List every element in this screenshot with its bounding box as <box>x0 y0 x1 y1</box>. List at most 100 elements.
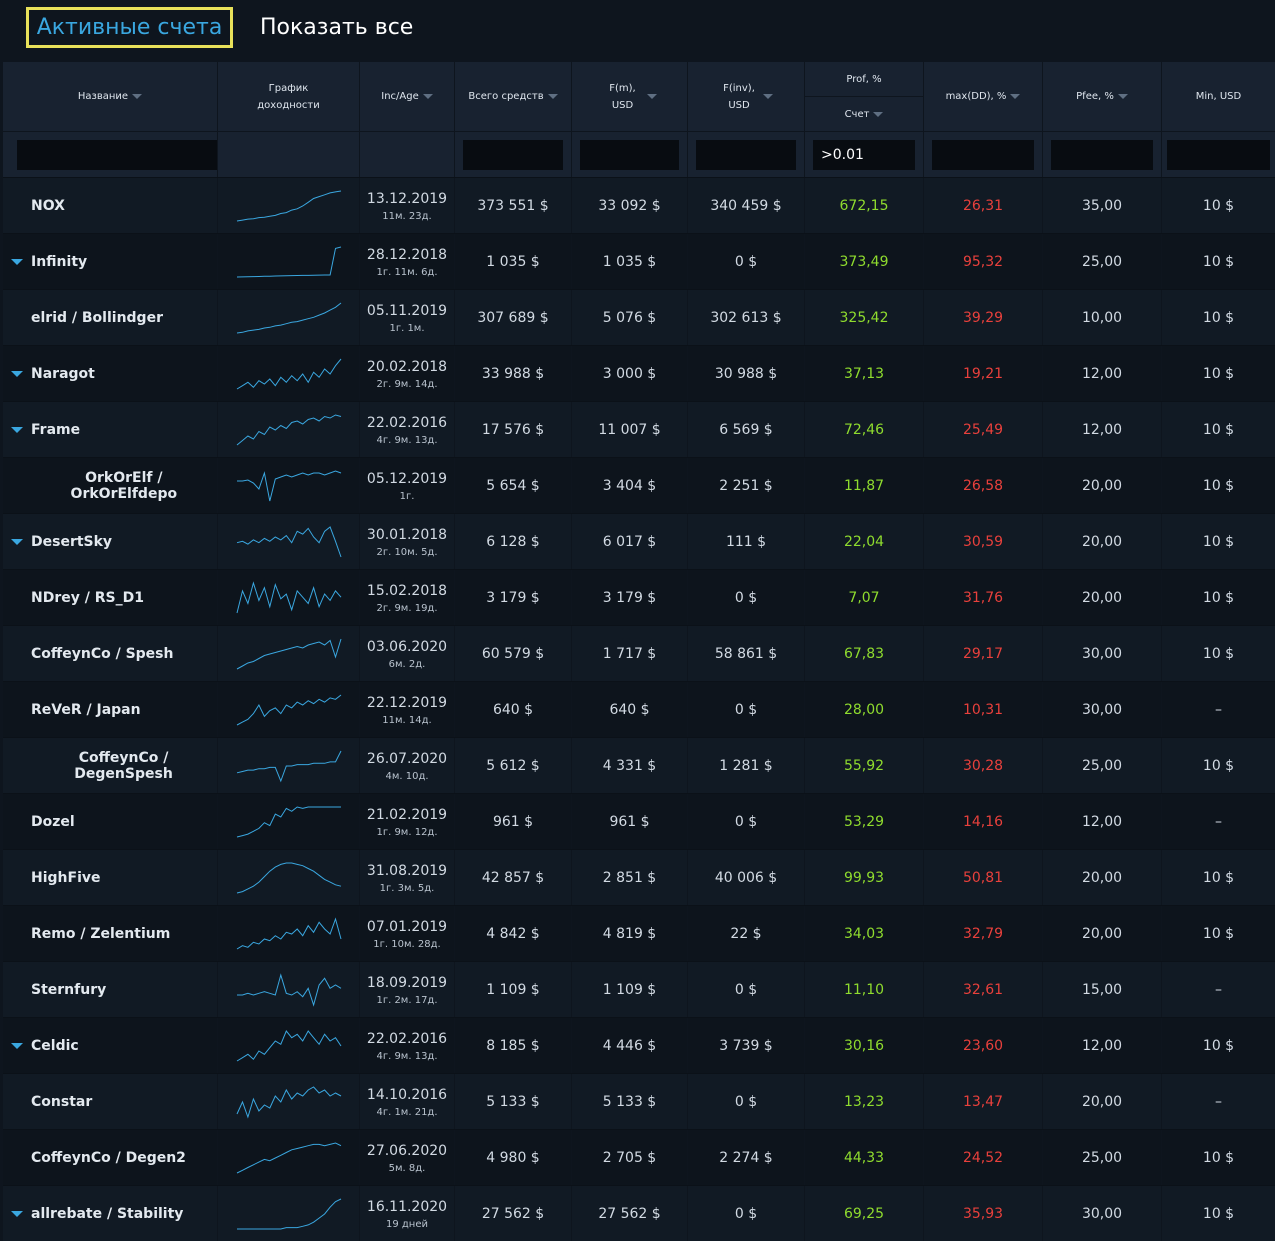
col-name-header[interactable]: Название <box>3 62 218 131</box>
col-pfee-header[interactable]: Pfee, % <box>1043 62 1162 131</box>
profit-percent: 7,07 <box>805 570 924 625</box>
account-name[interactable]: DesertSky <box>31 533 113 550</box>
account-name[interactable]: Sternfury <box>31 981 107 998</box>
account-name[interactable]: CoffeynCo / DegenSpesh <box>74 749 173 782</box>
table-row-15[interactable]: Celdic 22.02.2016 4г. 9м. 13д. 8 185 $ 4… <box>3 1017 1275 1073</box>
max-drawdown: 13,47 <box>924 1074 1043 1129</box>
expand-caret-icon[interactable] <box>11 1210 23 1217</box>
account-name[interactable]: OrkOrElf / OrkOrElfdepo <box>70 469 178 502</box>
table-row-0[interactable]: NOX 13.12.2019 11м. 23д. 373 551 $ 33 09… <box>3 177 1275 233</box>
table-row-5[interactable]: OrkOrElf / OrkOrElfdepo 05.12.2019 1г. 5… <box>3 457 1275 513</box>
table-row-10[interactable]: CoffeynCo / DegenSpesh 26.07.2020 4м. 10… <box>3 737 1275 793</box>
account-age: 6м. 2д. <box>388 658 426 670</box>
account-name[interactable]: ReVeR / Japan <box>31 701 141 718</box>
profit-sparkline <box>236 190 341 221</box>
chart-cell <box>218 290 360 345</box>
account-name[interactable]: NOX <box>31 197 65 214</box>
filter-pfee-cell <box>1043 132 1162 177</box>
expand-caret-icon[interactable] <box>11 1042 23 1049</box>
tab-show-all[interactable]: Показать все <box>260 14 414 40</box>
account-name[interactable]: allrebate / Stability <box>31 1205 184 1222</box>
col-chart-header: График доходности <box>218 62 360 131</box>
table-row-17[interactable]: CoffeynCo / Degen2 27.06.2020 5м. 8д. 4 … <box>3 1129 1275 1185</box>
account-name[interactable]: NDrey / RS_D1 <box>31 589 144 606</box>
account-age: 2г. 9м. 14д. <box>376 378 438 390</box>
f-inv-value: 0 $ <box>688 962 805 1017</box>
account-name[interactable]: elrid / Bollindger <box>31 309 163 326</box>
sort-icon <box>132 94 143 99</box>
f-inv-value: 58 861 $ <box>688 626 805 681</box>
expander <box>3 595 31 601</box>
name-cell: Constar <box>3 1074 218 1129</box>
date-cell: 22.12.2019 11м. 14д. <box>360 682 455 737</box>
account-name[interactable]: CoffeynCo / Spesh <box>31 645 174 662</box>
col-prof-header[interactable]: Prof, % Счет <box>805 62 924 131</box>
filter-prof-input[interactable] <box>813 139 915 170</box>
f-inv-value: 302 613 $ <box>688 290 805 345</box>
filter-name-input[interactable] <box>17 139 217 170</box>
date-cell: 21.02.2019 1г. 9м. 12д. <box>360 794 455 849</box>
table-row-2[interactable]: elrid / Bollindger 05.11.2019 1г. 1м. 30… <box>3 289 1275 345</box>
filter-pfee-input[interactable] <box>1051 139 1153 170</box>
table-row-8[interactable]: CoffeynCo / Spesh 03.06.2020 6м. 2д. 60 … <box>3 625 1275 681</box>
col-finv-header[interactable]: F(inv), USD <box>688 62 805 131</box>
account-name[interactable]: Constar <box>31 1093 93 1110</box>
total-funds: 5 654 $ <box>455 458 572 513</box>
account-name[interactable]: Infinity <box>31 253 88 270</box>
max-drawdown: 31,76 <box>924 570 1043 625</box>
tab-active-accounts[interactable]: Активные счета <box>26 7 233 48</box>
min-deposit: 10 $ <box>1202 421 1235 438</box>
account-name[interactable]: CoffeynCo / Degen2 <box>31 1149 186 1166</box>
filter-min-input[interactable] <box>1167 139 1270 170</box>
filter-maxdd-input[interactable] <box>932 139 1034 170</box>
expand-caret-icon[interactable] <box>11 370 23 377</box>
profit-sparkline <box>236 469 341 501</box>
filter-total-input[interactable] <box>463 139 563 170</box>
table-row-13[interactable]: Remo / Zelentium 07.01.2019 1г. 10м. 28д… <box>3 905 1275 961</box>
min-deposit: – <box>1215 981 1222 998</box>
chart-cell <box>218 570 360 625</box>
date-cell: 13.12.2019 11м. 23д. <box>360 178 455 233</box>
col-inc-age-header[interactable]: Inc/Age <box>360 62 455 131</box>
account-age: 1г. 10м. 28д. <box>373 938 441 950</box>
table-row-12[interactable]: HighFive 31.08.2019 1г. 3м. 5д. 42 857 $… <box>3 849 1275 905</box>
table-row-4[interactable]: Frame 22.02.2016 4г. 9м. 13д. 17 576 $ 1… <box>3 401 1275 457</box>
table-row-3[interactable]: Naragot 20.02.2018 2г. 9м. 14д. 33 988 $… <box>3 345 1275 401</box>
table-row-9[interactable]: ReVeR / Japan 22.12.2019 11м. 14д. 640 $… <box>3 681 1275 737</box>
total-funds: 60 579 $ <box>455 626 572 681</box>
col-total-header[interactable]: Всего средств <box>455 62 572 131</box>
filter-finv-input[interactable] <box>696 139 796 170</box>
max-drawdown: 10,31 <box>924 682 1043 737</box>
filter-fm-input[interactable] <box>580 139 679 170</box>
table-row-6[interactable]: DesertSky 30.01.2018 2г. 10м. 5д. 6 128 … <box>3 513 1275 569</box>
account-name[interactable]: Frame <box>31 421 81 438</box>
table-row-7[interactable]: NDrey / RS_D1 15.02.2018 2г. 9м. 19д. 3 … <box>3 569 1275 625</box>
expand-caret-icon[interactable] <box>11 258 23 265</box>
account-age: 1г. 3м. 5д. <box>379 882 435 894</box>
inc-date: 03.06.2020 <box>366 638 448 655</box>
date-cell: 05.11.2019 1г. 1м. <box>360 290 455 345</box>
col-fm-header[interactable]: F(m), USD <box>572 62 688 131</box>
account-name[interactable]: Dozel <box>31 813 75 830</box>
table-row-1[interactable]: Infinity 28.12.2018 1г. 11м. 6д. 1 035 $… <box>3 233 1275 289</box>
account-name[interactable]: Remo / Zelentium <box>31 925 171 942</box>
f-m-value: 5 076 $ <box>572 290 688 345</box>
expand-caret-icon[interactable] <box>11 538 23 545</box>
chart-cell <box>218 850 360 905</box>
account-name[interactable]: HighFive <box>31 869 101 886</box>
inc-date: 22.02.2016 <box>366 1030 448 1047</box>
name-cell: NDrey / RS_D1 <box>3 570 218 625</box>
chart-cell <box>218 458 360 513</box>
chart-cell <box>218 1074 360 1129</box>
table-row-16[interactable]: Constar 14.10.2016 4г. 1м. 21д. 5 133 $ … <box>3 1073 1275 1129</box>
account-name[interactable]: Naragot <box>31 365 95 382</box>
account-name[interactable]: Celdic <box>31 1037 79 1054</box>
col-min-header[interactable]: Min, USD <box>1162 62 1275 131</box>
col-maxdd-header[interactable]: max(DD), % <box>924 62 1043 131</box>
perf-fee: 20,00 <box>1043 850 1162 905</box>
table-row-11[interactable]: Dozel 21.02.2019 1г. 9м. 12д. 961 $ 961 … <box>3 793 1275 849</box>
table-row-14[interactable]: Sternfury 18.09.2019 1г. 2м. 17д. 1 109 … <box>3 961 1275 1017</box>
expand-caret-icon[interactable] <box>11 426 23 433</box>
account-age: 1г. 1м. <box>389 322 425 334</box>
table-row-18[interactable]: allrebate / Stability 16.11.2020 19 дней… <box>3 1185 1275 1241</box>
